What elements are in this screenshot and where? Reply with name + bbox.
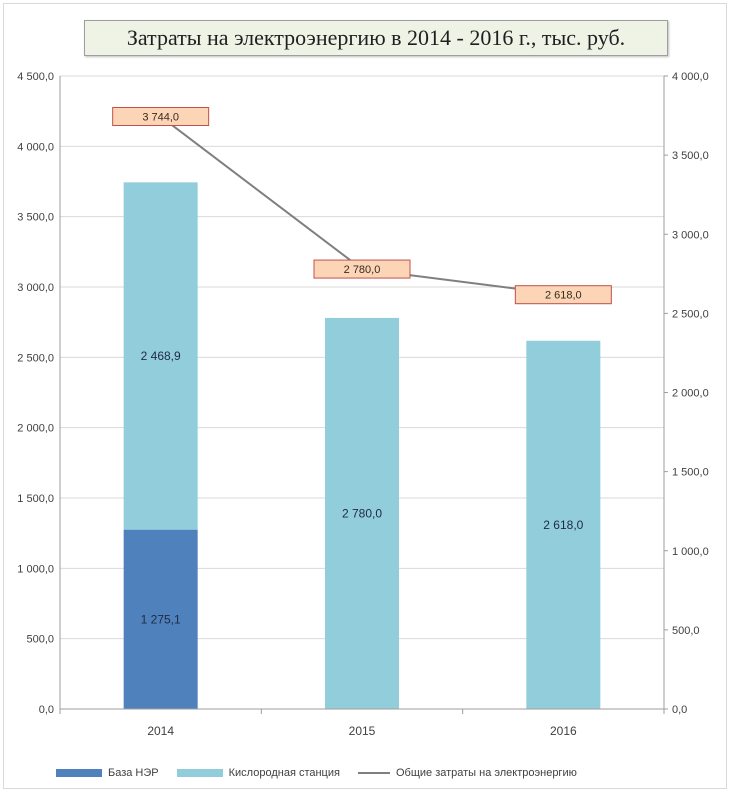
y-right-tick-label: 1 500,0 (672, 467, 709, 479)
y-left-tick-label: 3 500,0 (17, 212, 54, 224)
line-point-label-box (514, 285, 612, 305)
bar-segment (325, 317, 399, 709)
bar-segment-label: 1 275,1 (141, 612, 181, 626)
legend: База НЭР Кислородная станция Общие затра… (56, 765, 577, 781)
y-left-tick-label: 3 000,0 (17, 282, 54, 294)
line-point-label: 2 780,0 (344, 264, 381, 276)
bar-segment-label: 2 618,0 (543, 518, 583, 532)
y-right-tick-label: 2 500,0 (672, 308, 709, 320)
y-left-tick-label: 1 500,0 (17, 493, 54, 505)
legend-item-total-cost: Общие затраты на электроэнергию (357, 767, 577, 779)
legend-label-baza-ner: База НЭР (108, 767, 159, 779)
axes: 0,0 500,0 1 000,0 1 500,0 2 000,0 2 500,0 3 00… (17, 71, 708, 738)
bar-segment-label: 2 780,0 (342, 506, 382, 520)
chart-title: Затраты на электроэнергию в 2014 - 2016 … (84, 20, 668, 56)
y-right-tick-label: 0,0 (672, 704, 687, 716)
bar-segment (526, 340, 601, 709)
x-category-label: 2016 (550, 724, 577, 738)
legend-item-baza-ner: База НЭР (56, 767, 159, 779)
y-left-tick-label: 4 500,0 (17, 71, 54, 83)
line-point-label: 3 744,0 (142, 112, 179, 124)
y-right-tick-label: 1 000,0 (672, 546, 709, 558)
line-point-label-box (313, 259, 411, 279)
legend-item-oxygen-station: Кислородная станция (176, 767, 340, 779)
bar-segment (123, 182, 198, 530)
data-labels: 1 275,1 2 468,9 2 780,0 2 618,0 3 744,0 2 780… (112, 107, 612, 626)
x-category-label: 2015 (349, 724, 376, 738)
legend-label-oxygen-station: Кислородная станция (228, 767, 340, 779)
y-left-tick-label: 500,0 (26, 634, 54, 646)
y-right-tick-label: 3 000,0 (672, 229, 709, 241)
legend-swatch-baza-ner (56, 769, 102, 777)
y-right-tick-label: 500,0 (672, 625, 700, 637)
y-left-tick-label: 2 000,0 (17, 423, 54, 435)
y-left-tick-label: 1 000,0 (17, 563, 54, 575)
legend-swatch-total-cost (357, 772, 390, 774)
line-point-label: 2 618,0 (545, 290, 582, 302)
y-left-tick-label: 0,0 (39, 704, 54, 716)
y-right-tick-label: 4 000,0 (672, 71, 709, 83)
legend-swatch-oxygen-station (176, 769, 223, 777)
bars (123, 182, 601, 709)
legend-label-total-cost: Общие затраты на электроэнергию (395, 767, 577, 779)
bar-segment (123, 529, 198, 709)
bar-segment-label: 2 468,9 (141, 349, 181, 363)
line-point-label-box (112, 107, 210, 127)
x-category-label: 2014 (147, 724, 174, 738)
y-left-tick-label: 4 000,0 (17, 141, 54, 153)
y-right-tick-label: 2 000,0 (672, 388, 709, 400)
y-right-tick-label: 3 500,0 (672, 150, 709, 162)
y-left-tick-label: 2 500,0 (17, 352, 54, 364)
